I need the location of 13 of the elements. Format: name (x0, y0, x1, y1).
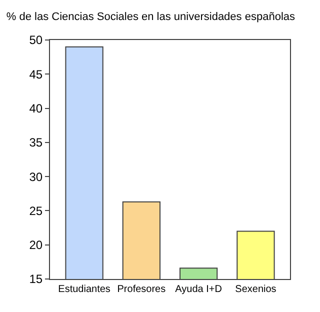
y-tick-label: 50 (29, 33, 43, 48)
y-tick-label: 20 (29, 238, 43, 252)
chart-title: % de las Ciencias Sociales en las universidades españolas (6, 11, 296, 24)
x-tick-label: Sexenios (235, 284, 276, 295)
y-tick-label: 35 (29, 136, 43, 150)
x-tick-label: Ayuda I+D (175, 284, 222, 295)
y-tick-label: 25 (29, 204, 43, 218)
y-tick-label: 30 (29, 170, 43, 184)
x-tick-label: Profesores (117, 284, 166, 295)
y-tick-label: 40 (29, 101, 43, 116)
y-tick-label: 45 (29, 67, 43, 82)
y-tick-label: 15 (29, 272, 43, 286)
x-tick-label: Estudiantes (58, 284, 110, 295)
